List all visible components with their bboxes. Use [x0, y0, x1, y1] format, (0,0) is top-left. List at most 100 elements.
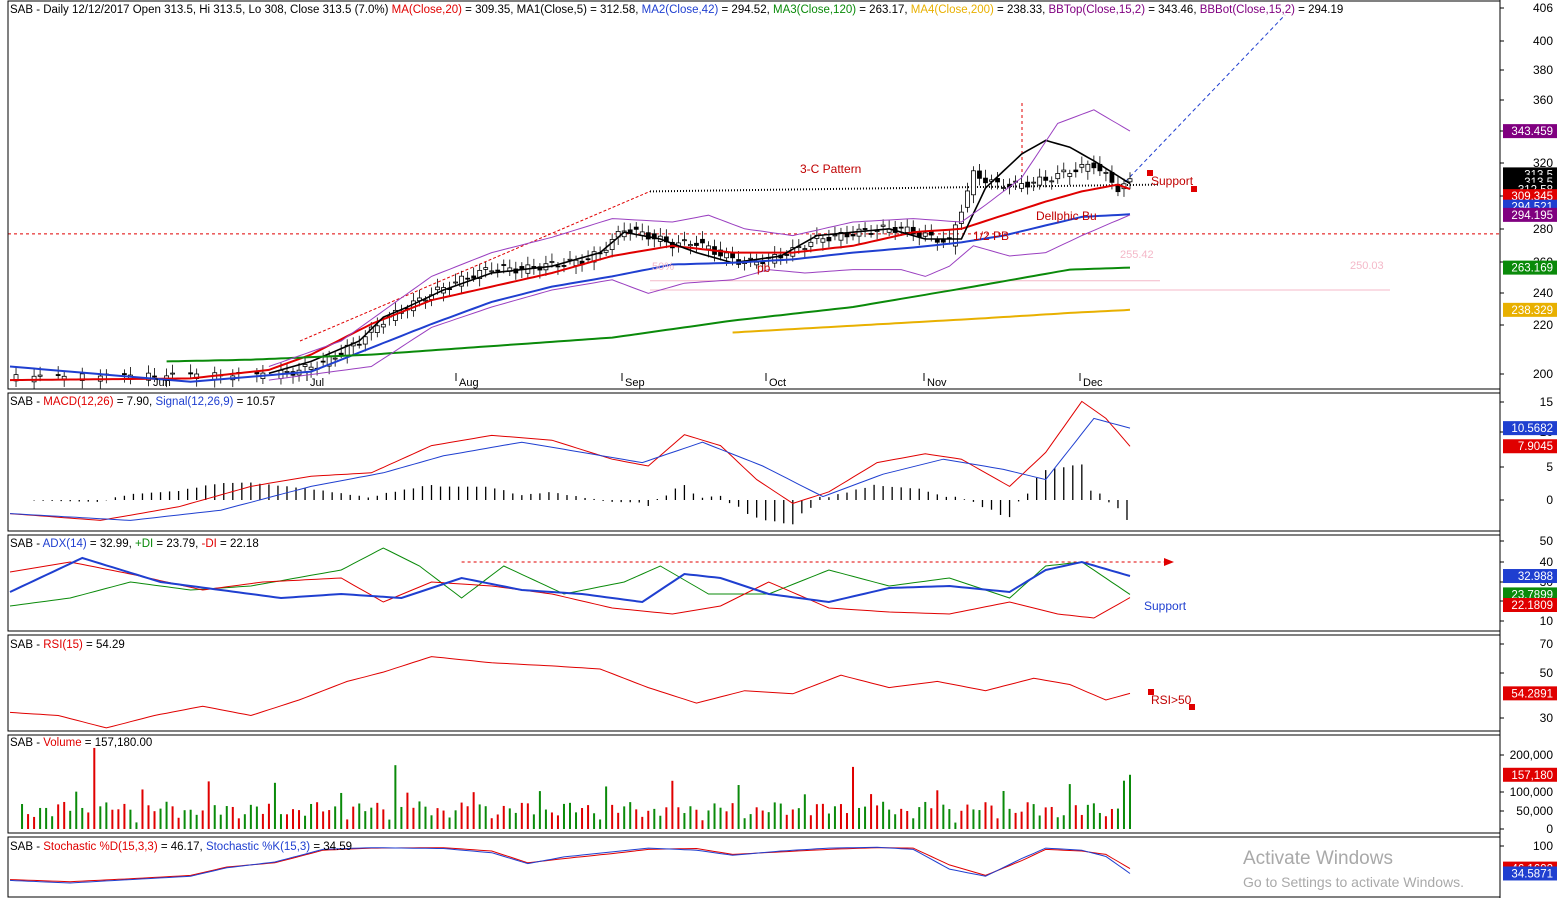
title-segment: = 238.33, — [994, 4, 1049, 16]
candle-down — [501, 264, 507, 266]
volume-bar — [1026, 802, 1029, 829]
candle-down — [633, 226, 639, 230]
value-label-macd: 10.5682 — [1503, 421, 1557, 436]
candle-up — [489, 270, 495, 273]
volume-bar — [900, 808, 903, 829]
volume-bar — [1020, 811, 1023, 829]
volume-bar — [677, 807, 680, 829]
value-label-price: 294.195 — [1503, 207, 1557, 222]
candle — [995, 171, 1000, 190]
series-stoch-k — [9, 846, 1131, 884]
candle-down — [188, 372, 194, 375]
candle-down — [898, 226, 904, 229]
volume-bar — [683, 813, 686, 829]
volume-bar — [797, 808, 800, 829]
volume-bar — [304, 815, 307, 829]
title-segment: = 294.19 — [1295, 4, 1343, 16]
volume-bar — [298, 810, 301, 829]
month-label-oct: Oct — [769, 377, 786, 389]
candle — [1073, 162, 1079, 178]
candle-up — [952, 224, 958, 247]
volume-bar — [821, 803, 824, 829]
candle — [682, 231, 687, 246]
volume-bar — [906, 810, 909, 829]
volume-bar — [1038, 815, 1041, 829]
candle-up — [965, 190, 970, 208]
candle — [898, 222, 904, 236]
level-255-label: 255.42 — [1120, 249, 1154, 261]
candle — [1091, 155, 1097, 175]
volume-bar — [183, 810, 186, 829]
level-250-label: 250.03 — [1350, 260, 1384, 272]
volume-bar — [1032, 804, 1035, 829]
volume-bar — [562, 803, 565, 829]
candle-up — [802, 248, 808, 250]
volume-bar — [1068, 784, 1071, 829]
volume-bar — [864, 806, 867, 829]
volume-bar — [954, 822, 957, 829]
volume-bar — [876, 805, 879, 829]
value-label-box — [1503, 260, 1557, 275]
candle-up — [724, 252, 729, 259]
axis-label-adx: 40 — [1540, 555, 1554, 569]
volume-bar — [466, 806, 469, 829]
title-segment: MA4(Close,200) — [911, 4, 994, 16]
candle-up — [1085, 163, 1091, 172]
candle-up — [832, 234, 838, 237]
volume-bar — [635, 809, 638, 829]
candle-down — [152, 375, 157, 378]
title-segment: SAB - — [10, 737, 43, 749]
candle-up — [603, 249, 609, 253]
volume-bar — [924, 801, 927, 829]
candle — [146, 365, 151, 387]
axis-label-price: 240 — [1533, 286, 1553, 300]
candle — [1031, 176, 1037, 192]
candle-up — [435, 286, 440, 291]
volume-bar — [448, 817, 451, 829]
volume-bar — [520, 802, 523, 829]
value-label-box — [1503, 598, 1557, 612]
volume-bar — [845, 813, 848, 829]
volume-bar — [629, 802, 632, 829]
candle-down — [254, 371, 260, 375]
candle — [1103, 167, 1109, 182]
volume-bar — [45, 807, 48, 829]
volume-bar — [749, 814, 752, 829]
title-segment: BBTop(Close,15,2) — [1049, 4, 1146, 16]
volume-bar — [852, 766, 855, 829]
value-label-text: 7.9045 — [1518, 441, 1553, 453]
rsi-note-label: RSI>50 — [1151, 693, 1192, 707]
candle-up — [380, 323, 386, 328]
volume-bar — [189, 809, 192, 829]
value-label-text: 343.459 — [1511, 126, 1553, 138]
candle-up — [856, 228, 862, 237]
volume-bar — [695, 809, 698, 829]
volume-bar — [51, 816, 54, 829]
candle — [1067, 169, 1073, 185]
volume-bar — [310, 803, 313, 829]
axis-label-adx: 50 — [1540, 534, 1554, 548]
volume-bar — [460, 802, 463, 829]
volume-bar — [809, 815, 812, 829]
volume-bar — [984, 802, 987, 829]
candle-up — [1049, 180, 1055, 183]
series-ma-close-20- — [9, 183, 1131, 382]
candle-up — [146, 372, 151, 381]
volume-bar — [719, 807, 722, 829]
value-label-box — [1503, 686, 1557, 701]
axis-label-vol: 200,000 — [1510, 748, 1554, 762]
candle-up — [1055, 173, 1061, 180]
value-label-text: 34.5871 — [1511, 868, 1553, 880]
candle-up — [922, 232, 928, 237]
volume-bar — [731, 803, 734, 829]
volume-bar — [382, 809, 385, 829]
volume-bar — [538, 791, 541, 829]
volume-bar — [725, 811, 728, 829]
title-segment: BBBot(Close,15,2) — [1200, 4, 1295, 16]
volume-bar — [328, 810, 331, 829]
candle — [826, 229, 832, 248]
title-segment: SAB - — [10, 841, 43, 853]
candle — [549, 253, 555, 268]
candle-down — [995, 177, 1000, 183]
